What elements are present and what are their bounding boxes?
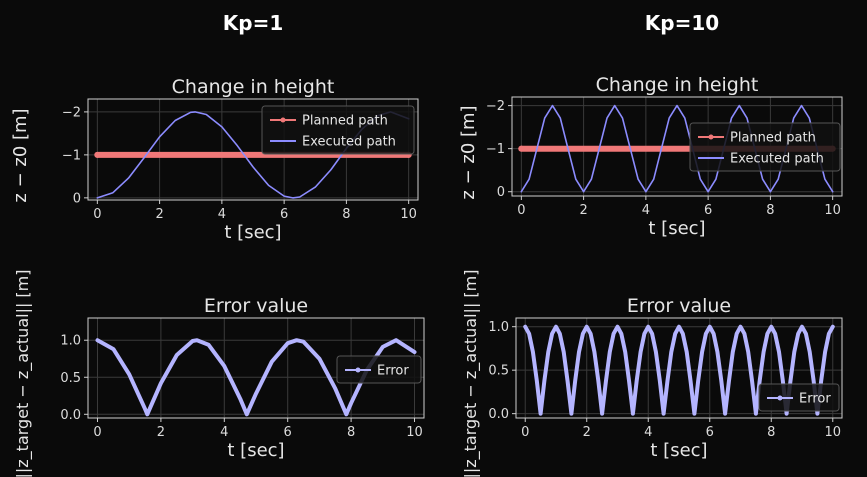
plot-title: Change in height [172, 76, 335, 98]
x-tick-label: 6 [706, 425, 714, 440]
x-tick-label: 6 [704, 203, 712, 218]
x-axis-label: t [sec] [224, 222, 281, 243]
x-tick-label: 2 [155, 207, 163, 222]
x-tick-label: 8 [766, 203, 774, 218]
column-title-right: Kp=10 [645, 11, 719, 35]
x-tick-label: 4 [644, 425, 652, 440]
y-tick-label: −2 [486, 99, 505, 114]
legend-box [758, 383, 840, 412]
legend: Error [758, 383, 840, 412]
legend-label-executed: Executed path [730, 152, 824, 167]
legend-label-error: Error [799, 392, 831, 407]
legend: Planned path Executed path [261, 105, 415, 155]
y-tick-label: 1.0 [488, 320, 509, 335]
legend-label-planned: Planned path [302, 114, 388, 129]
series-marker-planned [518, 145, 525, 152]
y-axis-label: z − z0 [m] [458, 105, 479, 199]
x-axis-label: t [sec] [648, 218, 705, 239]
y-tick-label: 1.0 [60, 334, 81, 349]
x-axis-label: t [sec] [227, 440, 284, 461]
x-tick-label: 4 [642, 203, 650, 218]
y-tick-label: 0 [73, 191, 81, 206]
x-tick-label: 8 [347, 425, 355, 440]
axes-frame [515, 317, 843, 419]
legend-marker-planned [708, 134, 714, 140]
legend: Planned path Executed path [689, 122, 841, 172]
axes-frame [87, 98, 419, 201]
chart-kp1-error: 0 2 4 6 8 10 0.0 0.5 1.0 Error value t [sec] ||z_ta… [13, 269, 425, 477]
legend-box [336, 355, 422, 384]
x-tick-label: 6 [280, 207, 288, 222]
x-tick-label: 8 [342, 207, 350, 222]
y-tick-label: −1 [486, 142, 505, 157]
y-tick-label: 0.0 [488, 407, 509, 422]
x-tick-label: 2 [579, 203, 587, 218]
y-tick-label: 0.0 [60, 408, 81, 423]
legend: Error [336, 355, 422, 384]
y-tick-label: 0.5 [488, 364, 509, 379]
legend-label-planned: Planned path [730, 131, 816, 146]
y-tick-label: 0.5 [60, 371, 81, 386]
x-tick-label: 8 [767, 425, 775, 440]
series-marker-planned [94, 151, 101, 158]
axes-frame [511, 96, 843, 197]
legend-label-executed: Executed path [302, 135, 396, 150]
x-tick-label: 10 [406, 425, 423, 440]
series-line-error [523, 324, 835, 416]
plot-title: Error value [627, 295, 731, 317]
x-tick-label: 4 [218, 207, 226, 222]
x-axis-label: t [sec] [650, 440, 707, 461]
x-tick-label: 0 [521, 425, 529, 440]
x-tick-label: 6 [284, 425, 292, 440]
column-title-left: Kp=1 [223, 11, 284, 35]
x-tick-label: 2 [583, 425, 591, 440]
legend-marker-error [777, 395, 783, 401]
series-line-error [95, 338, 417, 417]
y-tick-label: 0 [497, 185, 505, 200]
y-tick-label: −2 [62, 105, 81, 120]
y-tick-label: −1 [62, 148, 81, 163]
legend-box [689, 122, 841, 172]
legend-label-error: Error [377, 364, 409, 379]
x-tick-label: 4 [220, 425, 228, 440]
x-tick-label: 10 [400, 207, 417, 222]
plot-title: Error value [204, 295, 308, 317]
chart-kp10-height: 0 2 4 6 8 10 −2 −1 0 Change in height t [sec] z − z… [458, 74, 843, 239]
y-axis-label: ||z_target − z_actual|| [m] [13, 269, 33, 477]
legend-box [261, 105, 415, 155]
y-axis-label: z − z0 [m] [10, 108, 31, 202]
axes-frame [87, 317, 425, 419]
x-tick-label: 10 [824, 203, 841, 218]
x-tick-label: 0 [93, 425, 101, 440]
chart-kp10-error: 0 2 4 6 8 10 0.0 0.5 1.0 Error value t [sec] ||z_ta… [461, 269, 843, 477]
x-tick-label: 0 [517, 203, 525, 218]
legend-marker-error [355, 367, 361, 373]
chart-kp1-height: 0 2 4 6 8 10 −2 −1 0 Change in height t [sec] z − z… [10, 76, 419, 243]
x-tick-label: 0 [93, 207, 101, 222]
plot-title: Change in height [596, 74, 759, 96]
x-tick-label: 10 [825, 425, 842, 440]
y-axis-label: ||z_target − z_actual|| [m] [461, 269, 481, 477]
x-tick-label: 2 [157, 425, 165, 440]
legend-marker-planned [280, 117, 286, 123]
